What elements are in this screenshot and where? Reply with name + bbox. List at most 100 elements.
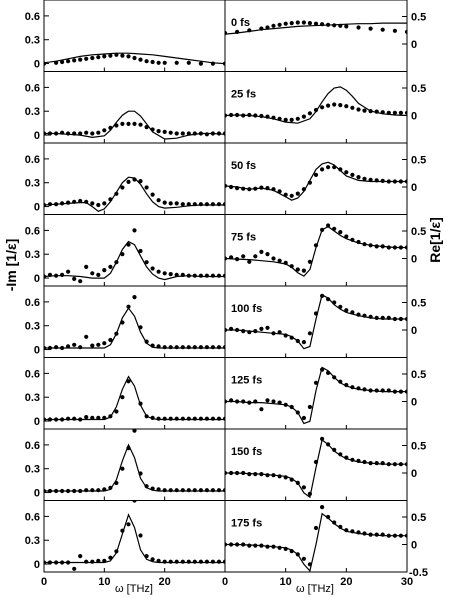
re-r7-data-point [338, 524, 343, 530]
re-r0-data-point [320, 22, 325, 27]
right-x-tick-label: 20 [340, 576, 352, 588]
im-r0-data-point [162, 60, 167, 65]
right-panel-frame [224, 500, 408, 573]
re-r4-data-point [307, 331, 312, 336]
re-r7-data-point [374, 532, 379, 537]
re-r4-data-point [271, 331, 276, 336]
im-r3-data-point [96, 272, 101, 277]
re-r4-data-point [404, 316, 407, 322]
re-r3-data-point [235, 257, 240, 262]
re-r1-data-point [295, 116, 300, 121]
im-r4-data-point [186, 345, 191, 350]
re-r7-data-point [392, 533, 397, 538]
re-r4-data-point [356, 312, 361, 317]
re-r6-theory-curve [225, 438, 407, 499]
im-r5-data-point [138, 401, 143, 406]
im-r7-data-point [216, 559, 222, 564]
re-r1-data-point [398, 110, 403, 115]
re-r6-data-point [235, 470, 240, 476]
re-r6-data-point [247, 472, 252, 477]
re-r1-data-point [241, 113, 246, 118]
re-r5-data-point [277, 400, 282, 405]
left-y-tick-label: 0.6 [25, 225, 40, 237]
re-r2-data-point [283, 192, 288, 197]
re-r4-data-point [313, 311, 319, 316]
re-r2-data-point [380, 178, 385, 183]
re-r2-data-point [326, 165, 331, 170]
im-r2-plot [44, 176, 225, 212]
im-r6-data-point [66, 488, 71, 494]
re-r4-data-point [338, 304, 343, 309]
im-r0-data-point [84, 56, 89, 61]
im-r0-data-point [66, 59, 71, 64]
re-r1-data-point [320, 105, 325, 110]
im-r6-data-point [44, 488, 47, 494]
re-r1-data-point [338, 103, 343, 108]
im-r6-data-point [60, 488, 65, 494]
re-r4-data-point [295, 338, 300, 344]
left-panel-frame [43, 214, 226, 287]
im-r6-data-point [198, 488, 203, 493]
im-r0-plot [44, 52, 225, 66]
re-r5-theory-curve [225, 366, 407, 425]
re-r0-data-point [392, 28, 397, 33]
re-r6-data-point [374, 461, 379, 466]
re-r3-data-point [247, 259, 252, 264]
im-r3-data-point [150, 266, 155, 271]
im-r7-data-point [66, 560, 71, 565]
im-r5-data-point [120, 395, 125, 400]
re-r2-data-point [259, 185, 264, 190]
re-r2-data-point [356, 175, 361, 180]
re-r6-data-point [338, 452, 343, 457]
im-r2-data-point [96, 202, 101, 208]
im-r3-data-point [102, 268, 107, 273]
im-r1-data-point [60, 130, 65, 135]
re-r2-data-point [307, 180, 312, 185]
im-r4-data-point [60, 345, 65, 351]
re-r6-data-point [271, 473, 276, 478]
re-r1-data-point [259, 113, 264, 119]
re-r7-data-point [398, 533, 403, 538]
re-r1-data-point [301, 114, 306, 119]
re-r5-data-point [344, 382, 349, 388]
re-r3-data-point [295, 267, 300, 272]
re-r1-data-point [289, 117, 294, 122]
re-r7-data-point [326, 514, 331, 520]
im-r1-data-point [138, 122, 143, 127]
im-r5-data-point [162, 416, 167, 421]
re-r7-data-point [259, 543, 264, 548]
re-r7-data-point [404, 533, 407, 538]
im-r2-data-point [132, 177, 137, 182]
im-r6-data-point [162, 488, 167, 493]
im-r2-data-point [126, 179, 131, 184]
im-r4-data-point [210, 345, 215, 350]
re-r6-data-point [344, 455, 349, 460]
re-r7-data-point [307, 562, 312, 567]
im-r2-data-point [168, 201, 173, 206]
time-label: 150 fs [231, 446, 262, 458]
right-y-tick-label: 0.5 [411, 298, 426, 310]
re-r5-data-point [362, 387, 367, 392]
right-y-axis-label: Re[1/ε] [427, 217, 443, 263]
im-r4-plot [44, 295, 225, 351]
im-r1-data-point [168, 130, 173, 135]
im-r5-data-point [198, 416, 203, 421]
left-y-tick-label: 0.6 [25, 511, 40, 523]
re-r7-data-point [295, 552, 300, 557]
im-r0-data-point [174, 60, 179, 65]
re-r3-data-point [332, 226, 337, 231]
im-r0-data-point [44, 61, 47, 66]
re-r2-data-point [344, 170, 349, 175]
re-r0-data-point [247, 28, 252, 33]
im-r1-data-point [84, 130, 89, 135]
re-r0-data-point [289, 21, 294, 26]
re-r4-data-point [265, 325, 270, 330]
im-r7-data-point [150, 557, 155, 562]
right-x-tick-label: 10 [280, 576, 292, 588]
re-r5-data-point [259, 407, 264, 412]
im-r6-data-point [108, 485, 113, 490]
re-r7-data-point [229, 542, 234, 547]
time-label: 50 fs [231, 160, 256, 172]
re-r6-data-point [350, 457, 355, 462]
im-r0-data-point [54, 60, 59, 65]
